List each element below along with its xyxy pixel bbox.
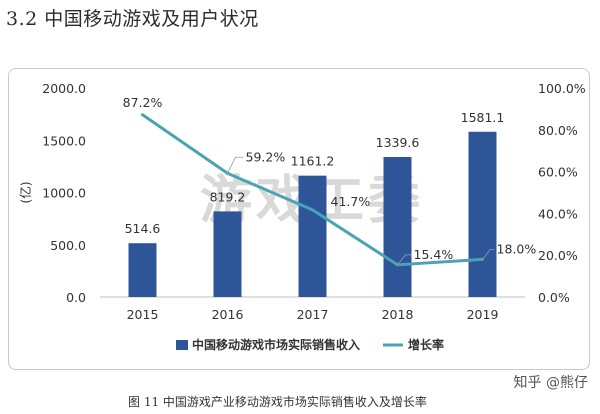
bar-revenue [298,175,327,297]
legend-label-growth: 增长率 [408,337,444,352]
bar-revenue [468,131,497,297]
right-axis-tick-label: 20.0% [538,248,578,263]
growth-rate-point [141,113,144,117]
x-axis-tick-label: 2019 [467,307,499,322]
section-title: 3.2 中国移动游戏及用户状况 [6,8,259,30]
growth-rate-point [311,208,314,212]
growth-rate-label: 59.2% [246,149,286,164]
left-axis-label: (亿) [18,181,33,203]
bar-revenue [128,243,157,297]
left-axis-tick-label: 1000.0 [42,186,86,201]
growth-label-leader [227,156,244,174]
left-axis-tick-label: 1500.0 [42,133,86,148]
bar-revenue [213,211,242,297]
legend-label-revenue: 中国移动游戏市场实际销售收入 [192,337,360,352]
growth-rate-label: 15.4% [414,247,454,262]
x-axis-tick-label: 2015 [127,307,159,322]
left-axis-tick-label: 500.0 [50,238,86,253]
bar-value-label: 514.6 [125,221,161,236]
right-axis-tick-label: 80.0% [538,123,578,138]
x-axis-tick-label: 2016 [212,307,244,322]
growth-rate-label: 87.2% [123,95,163,110]
bar-value-label: 1161.2 [291,154,335,169]
growth-rate-label: 41.7% [331,194,371,209]
left-axis-tick-label: 0.0 [66,290,86,305]
x-axis-tick-label: 2018 [382,307,414,322]
right-axis-tick-label: 60.0% [538,165,578,180]
bar-value-label: 1339.6 [376,135,420,150]
figure-caption: 图 11 中国游戏产业移动游戏市场实际销售收入及增长率 [128,395,427,409]
attribution-text: 知乎 @熊仔 [513,375,588,391]
bar-value-label: 819.2 [210,189,246,204]
left-axis-tick-label: 2000.0 [42,81,86,96]
right-axis-tick-label: 100.0% [538,81,586,96]
growth-label-leader [397,254,412,266]
right-axis-tick-label: 40.0% [538,206,578,221]
right-axis-tick-label: 0.0% [538,290,570,305]
legend-swatch-revenue [176,340,188,350]
bar-value-label: 1581.1 [461,110,505,125]
bar-revenue [383,157,412,297]
growth-label-leader [482,248,495,260]
growth-rate-label: 18.0% [497,241,537,256]
chart-frame [8,68,590,370]
x-axis-tick-label: 2017 [297,307,329,322]
